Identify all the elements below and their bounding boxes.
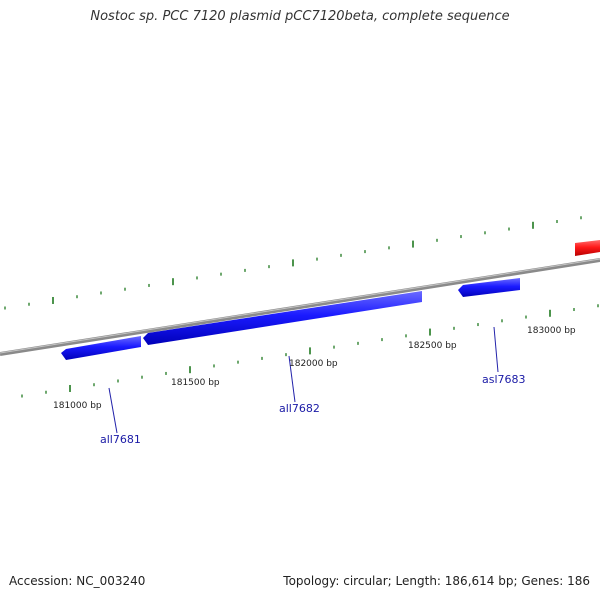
map-title: Nostoc sp. PCC 7120 plasmid pCC7120beta,… [90,9,510,24]
scale-label-182000: 182000 bp [289,359,338,369]
gene-forward-arrow[interactable] [575,240,600,256]
tick-row-lower [21,304,599,398]
backbone-highlight [0,258,600,354]
gene-asl7683-arrow[interactable] [458,278,520,297]
all7681-leader-line [108,387,118,434]
scale-label-181500: 181500 bp [171,378,220,388]
backbone-line [0,258,600,356]
accession-text: Accession: NC_003240 [9,574,146,588]
all7682-leader-line [288,355,296,403]
gene-label-all7682[interactable]: all7682 [279,402,320,415]
asl7683-leader-line [493,326,499,373]
scale-label-182500: 182500 bp [408,341,457,351]
gene-label-all7681[interactable]: all7681 [100,433,141,446]
scale-label-181000: 181000 bp [53,401,102,411]
gene-all7681-arrow[interactable] [61,336,141,360]
gene-label-asl7683[interactable]: asl7683 [482,373,526,386]
tick-row-upper [4,216,582,310]
scale-label-183000: 183000 bp [527,326,576,336]
summary-text: Topology: circular; Length: 186,614 bp; … [283,574,590,588]
gene-all7682-arrow[interactable] [143,291,422,345]
